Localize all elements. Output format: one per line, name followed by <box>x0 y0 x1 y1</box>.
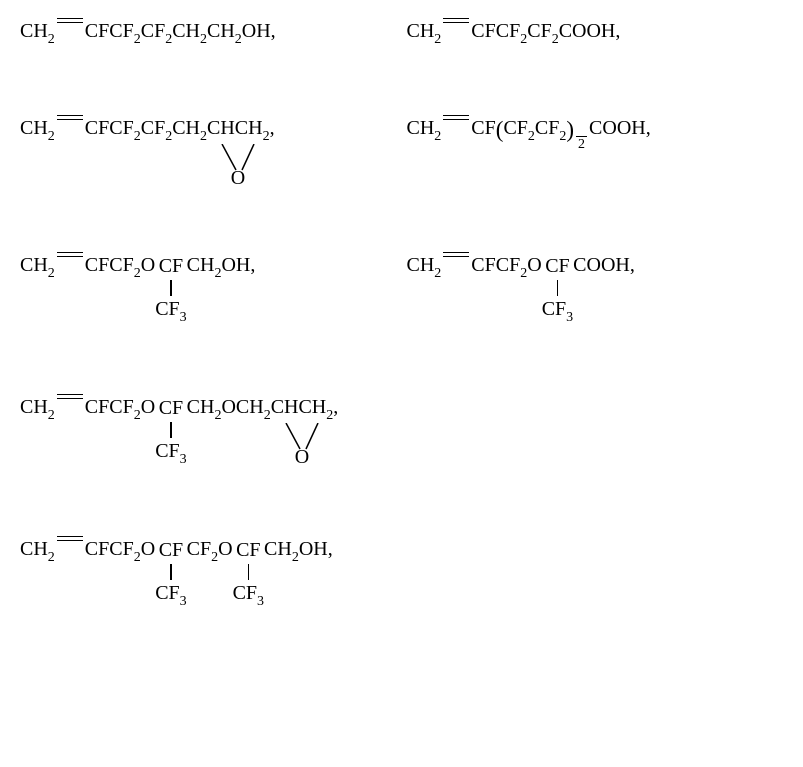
text: CF3 <box>155 581 186 610</box>
text: , <box>270 117 275 140</box>
double-bond-icon <box>443 115 469 120</box>
formula-f7: CH2 CFCF2O CF CF3 CH2OCH2 CHCH2 O , <box>20 396 338 468</box>
text: CF <box>159 538 183 562</box>
double-bond-icon <box>57 394 83 399</box>
repeat-count: 2 <box>576 136 587 153</box>
cell-f5: CH2 CFCF2O CF CF3 CH2OH, <box>20 254 397 326</box>
text: CFCF2CF2COOH, <box>471 20 620 47</box>
text: CH2 <box>407 254 442 281</box>
text: CHCH2 <box>207 117 270 144</box>
epoxide-icon: O <box>208 144 268 184</box>
branch-group: CF CF3 <box>155 538 186 610</box>
text: , <box>333 396 338 419</box>
text: CF <box>236 538 260 562</box>
text: CFCF2CF2CH2 <box>85 117 207 144</box>
double-bond-icon <box>57 115 83 120</box>
formula-f1: CH2 CFCF2CF2CH2CH2OH, <box>20 20 276 47</box>
text: CFCF2O <box>471 254 541 281</box>
text: CF <box>159 396 183 420</box>
text: CF2CF2 <box>503 117 566 144</box>
double-bond-icon <box>443 18 469 23</box>
text: CFCF2CF2CH2CH2OH, <box>85 20 276 47</box>
text: CF <box>159 254 183 278</box>
text: CH2 <box>20 117 55 144</box>
paren-open: ( <box>496 117 504 143</box>
text: CH2OCH2 <box>187 396 271 423</box>
cell-f3: CH2 CFCF2CF2CH2 CHCH2 O , <box>20 117 397 184</box>
text: CF <box>471 117 495 140</box>
epoxide-group: CHCH2 O <box>271 396 334 463</box>
cell-f2: CH2 CFCF2CF2COOH, <box>407 20 784 47</box>
text: CH2 <box>407 117 442 144</box>
bond-vertical-icon <box>170 280 172 296</box>
formula-f8: CH2 CFCF2O CF CF3 CF2O CF CF3 CH2OH, <box>20 538 333 610</box>
cell-f1: CH2 CFCF2CF2CH2CH2OH, <box>20 20 397 47</box>
formula-grid: CH2 CFCF2CF2CH2CH2OH, CH2 CFCF2CF2COOH, … <box>20 20 783 609</box>
text: CFCF2O <box>85 538 155 565</box>
cell-f7: CH2 CFCF2O CF CF3 CH2OCH2 CHCH2 O , <box>20 396 783 468</box>
text: CH2 <box>407 20 442 47</box>
svg-text:O: O <box>231 167 245 184</box>
text: CH2 <box>20 538 55 565</box>
bond-vertical-icon <box>557 280 559 296</box>
double-bond-icon <box>57 536 83 541</box>
formula-f4: CH2 CF ( CF2CF2 ) 2 COOH, <box>407 117 651 144</box>
bond-vertical-icon <box>170 422 172 438</box>
bond-vertical-icon <box>170 564 172 580</box>
text: CF3 <box>155 297 186 326</box>
epoxide-icon: O <box>272 423 332 463</box>
double-bond-icon <box>57 252 83 257</box>
branch-group: CF CF3 <box>155 396 186 468</box>
text: CF <box>545 254 569 278</box>
bond-vertical-icon <box>248 564 250 580</box>
text: COOH, <box>589 117 651 140</box>
cell-f6: CH2 CFCF2O CF CF3 COOH, <box>407 254 784 326</box>
text: CF3 <box>233 581 264 610</box>
svg-text:O: O <box>295 446 309 463</box>
branch-group: CF CF3 <box>233 538 264 610</box>
text: CH2 <box>20 20 55 47</box>
paren-close: ) <box>566 117 574 143</box>
text: CF3 <box>542 297 573 326</box>
epoxide-group: CHCH2 O <box>207 117 270 184</box>
text: CH2OH, <box>187 254 256 281</box>
double-bond-icon <box>443 252 469 257</box>
text: COOH, <box>573 254 635 277</box>
formula-f5: CH2 CFCF2O CF CF3 CH2OH, <box>20 254 255 326</box>
cell-f8: CH2 CFCF2O CF CF3 CF2O CF CF3 CH2OH, <box>20 538 783 610</box>
repeat-group: ( CF2CF2 ) 2 <box>496 117 589 144</box>
text: CH2OH, <box>264 538 333 565</box>
text: CF2O <box>187 538 233 565</box>
formula-f2: CH2 CFCF2CF2COOH, <box>407 20 621 47</box>
formula-f6: CH2 CFCF2O CF CF3 COOH, <box>407 254 635 326</box>
branch-group: CF CF3 <box>155 254 186 326</box>
text: CH2 <box>20 254 55 281</box>
text: CH2 <box>20 396 55 423</box>
text: CHCH2 <box>271 396 334 423</box>
text: CF3 <box>155 439 186 468</box>
formula-f3: CH2 CFCF2CF2CH2 CHCH2 O , <box>20 117 275 184</box>
double-bond-icon <box>57 18 83 23</box>
text: CFCF2O <box>85 396 155 423</box>
branch-group: CF CF3 <box>542 254 573 326</box>
text: CFCF2O <box>85 254 155 281</box>
cell-f4: CH2 CF ( CF2CF2 ) 2 COOH, <box>407 117 784 184</box>
